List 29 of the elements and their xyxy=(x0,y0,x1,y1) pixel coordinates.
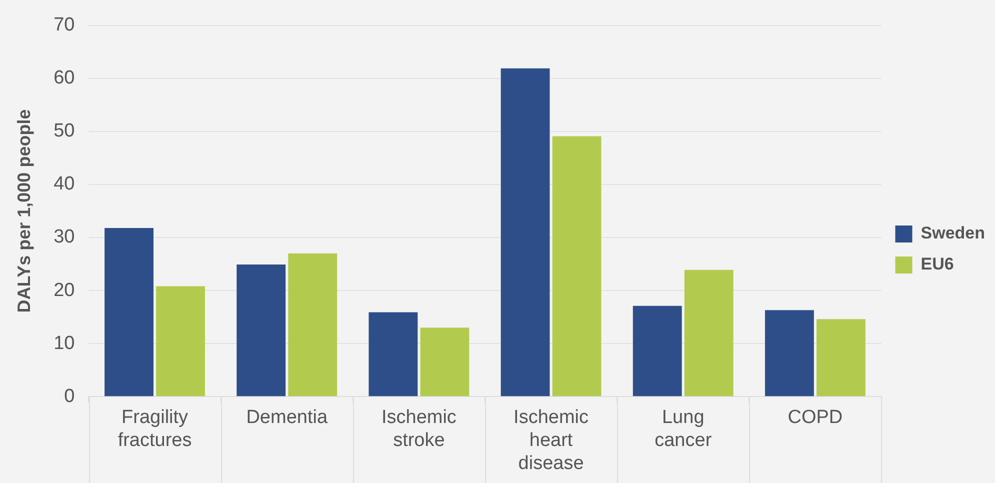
bar xyxy=(104,228,154,396)
y-tick-label: 10 xyxy=(54,332,75,354)
bar xyxy=(684,270,734,396)
y-tick-label: 20 xyxy=(54,280,75,301)
y-axis-title: DALYs per 1,000 people xyxy=(14,109,34,313)
legend-label: Sweden xyxy=(920,224,986,243)
x-tick-label: Fragility fractures xyxy=(118,407,192,452)
x-tick-label: Lung cancer xyxy=(654,407,712,452)
y-tick-label: 50 xyxy=(54,120,75,142)
bar xyxy=(764,310,814,396)
y-tick-label: 40 xyxy=(54,174,75,195)
y-tick-label: 70 xyxy=(54,14,75,36)
y-tick-label: 0 xyxy=(64,386,75,407)
bar xyxy=(420,328,470,396)
bar xyxy=(368,312,418,396)
x-tick-label: Ischemic heart disease xyxy=(514,407,589,474)
x-tick-label: COPD xyxy=(788,407,843,428)
bar xyxy=(500,68,550,396)
bar xyxy=(288,253,338,396)
y-tick-label: 30 xyxy=(54,226,75,248)
bar xyxy=(236,264,286,396)
legend-label: EU6 xyxy=(920,254,954,274)
bar xyxy=(816,319,866,396)
x-tick-label: Ischemic stroke xyxy=(381,407,456,452)
bar xyxy=(156,286,206,396)
x-tick-label: Dementia xyxy=(246,407,328,428)
y-tick-label: 60 xyxy=(54,68,75,89)
bar xyxy=(632,306,682,396)
bar xyxy=(552,136,602,396)
